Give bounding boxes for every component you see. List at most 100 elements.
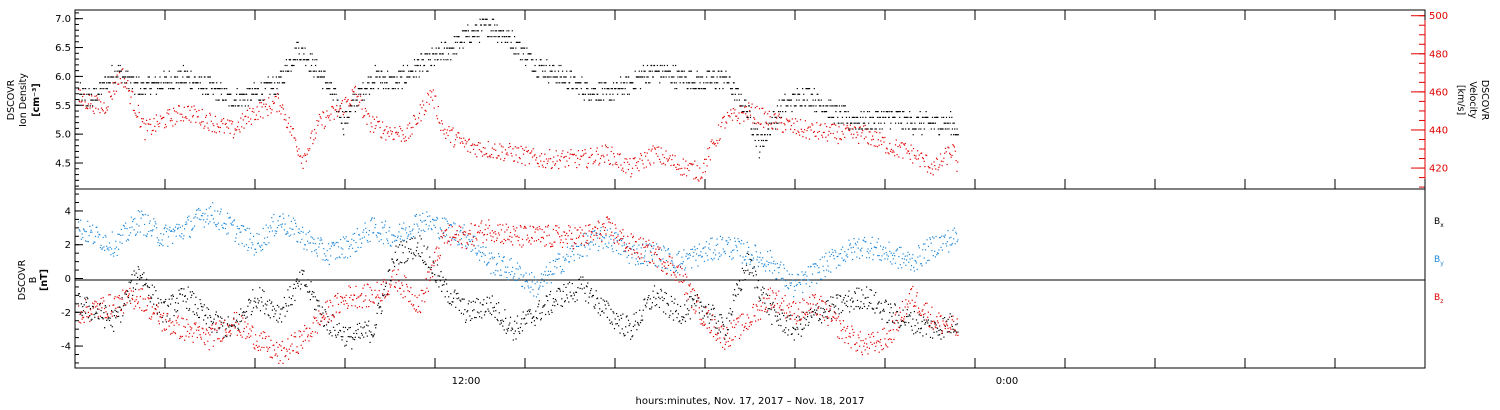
data-point bbox=[927, 116, 929, 118]
data-point bbox=[950, 111, 952, 113]
data-point bbox=[283, 229, 285, 231]
data-point bbox=[649, 298, 651, 300]
data-point bbox=[199, 122, 201, 124]
data-point bbox=[608, 159, 610, 161]
data-point bbox=[689, 296, 691, 298]
data-point bbox=[928, 167, 930, 169]
data-point bbox=[383, 288, 385, 291]
data-point bbox=[263, 290, 265, 293]
data-point bbox=[847, 127, 849, 129]
data-point bbox=[437, 275, 439, 277]
data-point bbox=[355, 330, 357, 332]
data-point bbox=[302, 270, 304, 272]
data-point bbox=[541, 64, 543, 67]
data-point bbox=[200, 215, 203, 217]
data-point bbox=[367, 76, 369, 78]
data-point bbox=[176, 223, 178, 225]
data-point bbox=[684, 267, 686, 269]
data-point bbox=[330, 245, 332, 247]
data-point bbox=[208, 129, 210, 131]
data-point bbox=[881, 136, 883, 138]
data-point bbox=[677, 168, 679, 170]
data-point bbox=[267, 114, 269, 117]
data-point bbox=[868, 111, 870, 113]
data-point bbox=[934, 116, 936, 118]
data-point bbox=[780, 325, 782, 327]
data-point bbox=[649, 70, 651, 72]
data-point bbox=[396, 240, 398, 242]
data-point bbox=[616, 82, 618, 84]
data-point bbox=[680, 70, 682, 72]
data-point bbox=[691, 298, 693, 300]
data-point bbox=[415, 215, 417, 217]
data-point bbox=[357, 246, 359, 248]
data-point bbox=[915, 128, 917, 130]
data-point bbox=[776, 320, 778, 322]
data-point bbox=[836, 131, 838, 133]
data-point bbox=[946, 128, 948, 130]
data-point bbox=[798, 316, 800, 318]
data-point bbox=[742, 112, 744, 114]
data-point bbox=[939, 334, 941, 336]
data-point bbox=[755, 270, 757, 272]
data-point bbox=[783, 99, 785, 101]
data-point bbox=[573, 294, 575, 296]
data-point bbox=[919, 332, 921, 334]
data-point bbox=[677, 252, 679, 254]
data-point bbox=[734, 99, 736, 101]
data-point bbox=[584, 149, 586, 151]
data-point bbox=[137, 82, 139, 84]
data-point bbox=[956, 170, 958, 172]
data-point bbox=[487, 141, 489, 143]
data-point bbox=[85, 231, 87, 233]
data-point bbox=[898, 156, 900, 158]
data-point bbox=[184, 295, 186, 297]
data-point bbox=[114, 81, 117, 83]
data-point bbox=[817, 131, 819, 133]
data-point bbox=[367, 113, 369, 115]
data-point bbox=[314, 250, 316, 252]
data-point bbox=[898, 122, 900, 124]
data-point bbox=[239, 131, 241, 133]
data-point bbox=[688, 309, 690, 312]
data-point bbox=[368, 113, 370, 115]
data-point bbox=[618, 166, 620, 168]
data-point bbox=[466, 36, 468, 38]
data-point bbox=[538, 165, 540, 168]
data-point bbox=[620, 317, 623, 319]
data-point bbox=[228, 105, 230, 107]
data-point bbox=[365, 93, 367, 95]
data-point bbox=[353, 332, 355, 334]
data-point bbox=[693, 82, 695, 84]
data-point bbox=[510, 257, 512, 260]
data-point bbox=[404, 140, 406, 142]
data-point bbox=[504, 309, 506, 311]
data-point bbox=[316, 255, 318, 257]
data-point bbox=[676, 70, 678, 72]
data-point bbox=[196, 111, 198, 113]
data-point bbox=[443, 133, 445, 135]
data-point bbox=[203, 304, 205, 306]
data-point bbox=[316, 300, 318, 302]
data-point bbox=[199, 82, 201, 84]
data-point bbox=[518, 53, 520, 55]
data-point bbox=[841, 116, 843, 118]
data-point bbox=[248, 298, 250, 300]
data-point bbox=[342, 336, 344, 338]
data-point bbox=[301, 156, 303, 158]
data-point bbox=[611, 245, 613, 247]
data-point bbox=[541, 312, 543, 314]
data-point bbox=[712, 70, 714, 72]
data-point bbox=[790, 333, 792, 335]
data-point bbox=[578, 279, 580, 281]
data-point bbox=[868, 122, 870, 124]
data-point bbox=[246, 88, 248, 90]
data-point bbox=[934, 165, 936, 167]
data-point bbox=[672, 154, 674, 156]
data-point bbox=[260, 296, 262, 299]
data-point bbox=[245, 244, 248, 246]
data-point bbox=[918, 154, 920, 156]
data-point bbox=[102, 318, 104, 320]
data-point bbox=[94, 241, 96, 243]
data-point bbox=[314, 129, 316, 131]
